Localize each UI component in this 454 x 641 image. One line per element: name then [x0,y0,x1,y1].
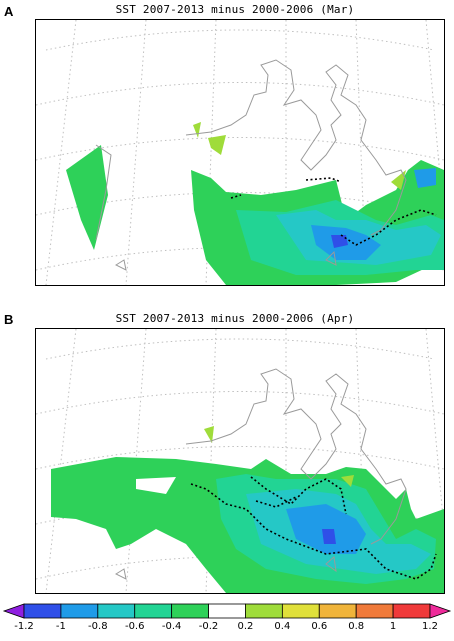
graticule [36,329,444,593]
colorbar-legend: -1.2 -1 -0.8 -0.6 -0.4 -0.2 0.2 0.4 0.6 0.8 1 1.2 [0,600,454,641]
colorbar-swatch [171,603,209,619]
map-a-svg [36,20,444,285]
colorbar-swatch [318,603,357,619]
colorbar-tick-label: 1 [389,621,397,632]
colorbar-swatch [281,603,320,619]
colorbar-swatch [134,603,173,619]
colorbar-tick-label: 1.2 [422,621,438,632]
colorbar-tick-label: -0.2 [198,621,219,632]
colorbar-swatch [355,603,394,619]
colorbar-tick-label: -1 [55,621,66,632]
map-panel-b [35,328,445,594]
colorbar-left-arrow [2,603,25,619]
map-panel-a [35,19,445,286]
panel-a-title: SST 2007-2013 minus 2000-2006 (Mar) [115,3,355,16]
panel-a-letter: A [4,4,14,19]
sst-shading [66,122,444,285]
colorbar-tick-label: 0.8 [348,621,365,632]
colorbar-right-arrow [429,603,452,619]
coastlines [114,368,407,580]
colorbar-swatch [23,603,62,619]
colorbar-tick-label: -1.2 [14,621,34,632]
colorbar-swatch [392,603,431,619]
colorbar-tick-label: -0.4 [161,621,182,632]
panel-b-letter: B [4,312,14,327]
colorbar-swatch [245,603,283,619]
colorbar-tick-label: 0.4 [274,621,291,632]
colorbar-tick-label: -0.8 [88,621,108,632]
sst-shading [51,426,444,593]
colorbar-swatch [208,603,246,619]
colorbar-svg [2,603,452,619]
panel-b-title: SST 2007-2013 minus 2000-2006 (Apr) [115,312,355,325]
coastlines [95,59,407,271]
colorbar-tick-label: 0.6 [311,621,328,632]
colorbar-tick-label: 0.2 [237,621,254,632]
zero-contours [190,476,437,580]
map-b-svg [36,329,444,593]
colorbar-swatch [60,603,99,619]
zero-contours [230,177,437,246]
colorbar-tick-label: -0.6 [124,621,145,632]
colorbar-swatch [97,603,136,619]
